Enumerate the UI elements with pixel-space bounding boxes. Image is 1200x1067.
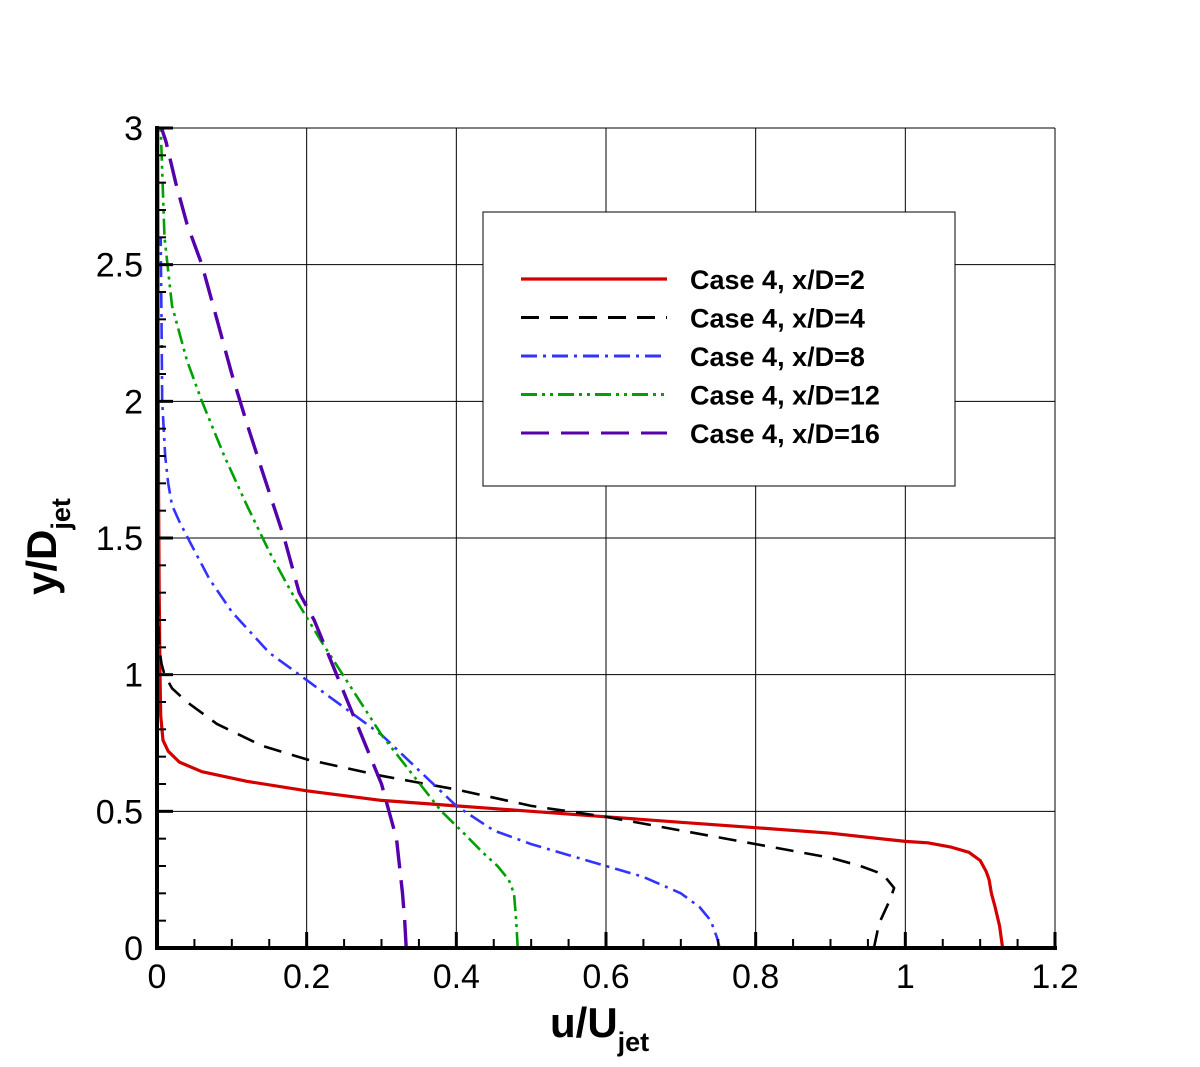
legend-label-3: Case 4, x/D=8 [690,342,865,372]
axis-ticks [155,126,1057,950]
legend-label-1: Case 4, x/D=2 [690,265,865,295]
legend-box [482,211,956,487]
x-tick-label: 0.2 [283,958,330,996]
x-tick-label: 0.6 [582,958,629,996]
tick-labels: 0 0.2 0.4 0.6 0.8 1 1.2 0 0.5 1 1.5 2 2.5 3 [96,110,1079,996]
legend-label-5: Case 4, x/D=16 [690,419,880,449]
y-tick-label: 1 [124,657,143,695]
x-tick-label: 0 [148,958,167,996]
legend: Case 4, x/D=2 Case 4, x/D=4 Case 4, x/D=8 C… [482,211,956,487]
series-line-2 [156,592,896,949]
x-tick-label: 1.2 [1031,958,1078,996]
x-axis-title: u/Ujet [550,999,649,1057]
x-tick-label: 1 [896,958,915,996]
series-line-5 [159,127,408,949]
y-axis-title: y/Djet [18,498,76,595]
legend-label-4: Case 4, x/D=12 [690,381,880,411]
y-tick-label: 2.5 [96,247,143,285]
x-tick-label: 0.8 [732,958,779,996]
series-lines [156,127,1005,949]
y-tick-label: 1.5 [96,520,143,558]
x-tick-label: 0.4 [433,958,480,996]
legend-label-2: Case 4, x/D=4 [690,304,865,334]
y-tick-label: 3 [124,110,143,148]
y-tick-label: 0.5 [96,793,143,831]
series-line-4 [159,127,519,949]
series-line-1 [156,127,1005,949]
y-tick-label: 2 [124,383,143,421]
y-tick-label: 0 [124,930,143,968]
